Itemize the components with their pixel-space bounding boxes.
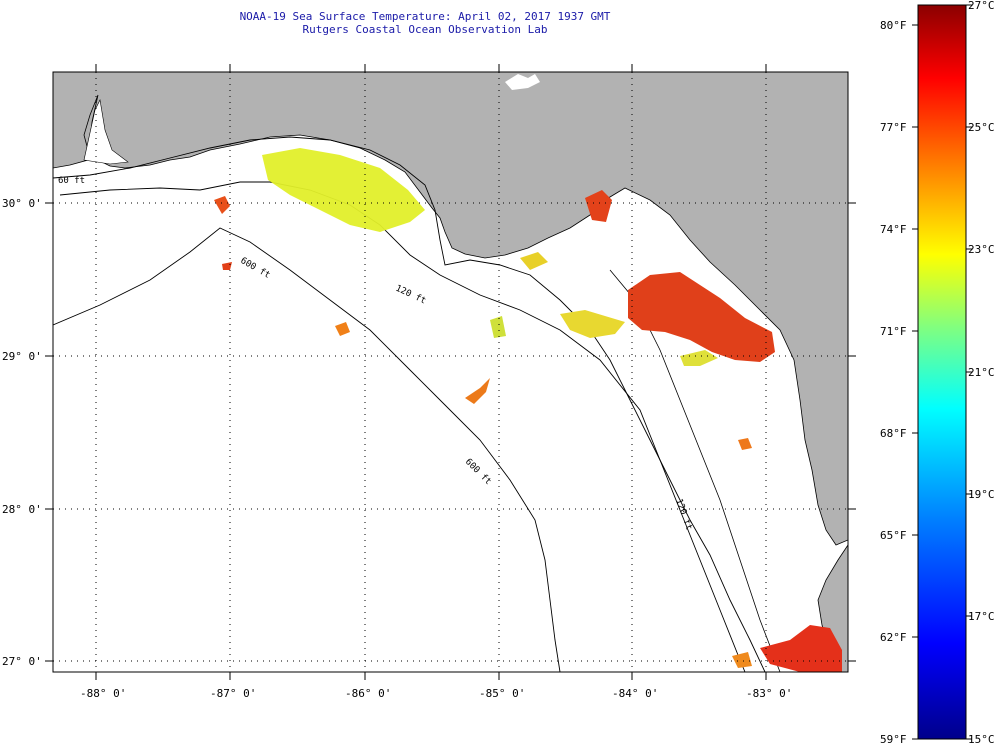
colorbar-c-label: 19°C [968, 488, 995, 501]
land-patch-lower [817, 544, 848, 672]
tick-marks [45, 64, 856, 680]
sst-red-cedar [585, 190, 612, 222]
colorbar-f-label: 77°F [880, 121, 907, 134]
colorbar-f-label: 62°F [880, 631, 907, 644]
lon-label: -83° 0' [746, 687, 792, 700]
lon-label: -85° 0' [479, 687, 525, 700]
sst-yellow-north [520, 252, 548, 270]
colorbar-c-label: 15°C [968, 733, 995, 746]
sst-orange-southwest [732, 652, 752, 668]
sst-yellow-small [490, 316, 506, 338]
colorbar-f-label: 68°F [880, 427, 907, 440]
lon-label: -86° 0' [345, 687, 391, 700]
sst-orange-dot [335, 322, 350, 336]
sst-yellow-center [560, 310, 625, 338]
colorbar [917, 4, 967, 740]
map-subtitle: Rutgers Coastal Ocean Observation Lab [302, 23, 548, 36]
colorbar-c-label: 27°C [968, 0, 995, 12]
colorbar-f-label: 65°F [880, 529, 907, 542]
contour-label-60ft-west: 60 ft [58, 176, 85, 186]
colorbar-f-label: 59°F [880, 733, 907, 746]
lat-label: 28° 0' [2, 503, 42, 516]
colorbar-c-label: 17°C [968, 610, 995, 623]
map-title-block: NOAA-19 Sea Surface Temperature: April 0… [200, 10, 650, 36]
lat-label: 30° 0' [2, 197, 42, 210]
lat-label: 29° 0' [2, 350, 42, 363]
colorbar-f-label: 74°F [880, 223, 907, 236]
sst-red-southeast [760, 625, 842, 672]
sst-yellow-patch [262, 148, 425, 232]
contour-600ft [53, 227, 561, 672]
white-blob [505, 74, 540, 90]
lon-label: -87° 0' [210, 687, 256, 700]
lon-label: -88° 0' [80, 687, 126, 700]
colorbar-c-label: 23°C [968, 243, 995, 256]
map-title: NOAA-19 Sea Surface Temperature: April 0… [239, 10, 611, 23]
sst-warm-plume [628, 272, 775, 362]
colorbar-ticks [912, 4, 972, 740]
colorbar-f-label: 71°F [880, 325, 907, 338]
sst-red-west [214, 196, 230, 214]
sst-orange-south [738, 438, 752, 450]
sst-orange-small [465, 378, 490, 404]
colorbar-c-label: 21°C [968, 366, 995, 379]
graticule [53, 72, 848, 672]
contour-120ft [59, 181, 746, 672]
colorbar-c-label: 25°C [968, 121, 995, 134]
sst-yellow-strip [680, 350, 718, 366]
lon-label: -84° 0' [612, 687, 658, 700]
map-frame [52, 71, 849, 673]
colorbar-f-label: 80°F [880, 19, 907, 32]
lat-label: 27° 0' [2, 655, 42, 668]
